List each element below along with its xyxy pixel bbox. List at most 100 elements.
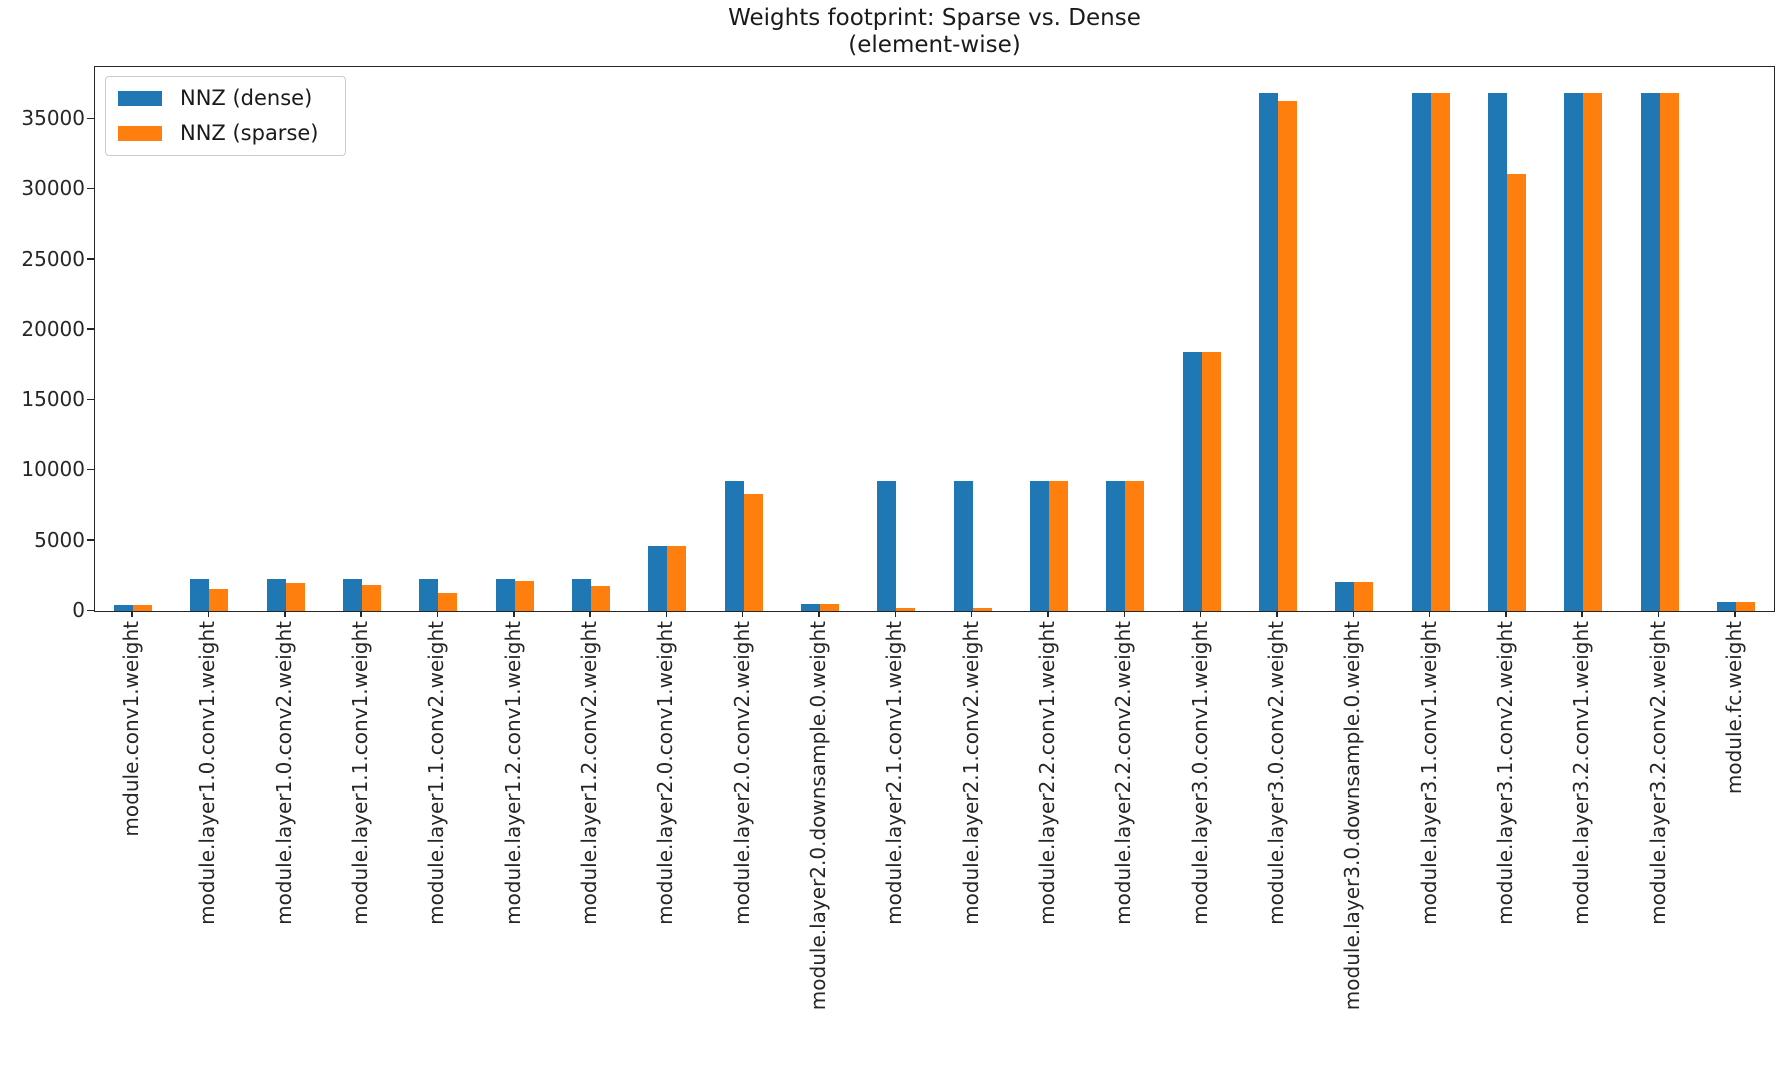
plot-area <box>94 66 1775 612</box>
bar-sparse-11 <box>972 607 992 611</box>
bar-dense-21 <box>1716 602 1736 611</box>
bar-sparse-6 <box>591 585 611 611</box>
chart-title: Weights footprint: Sparse vs. Dense (ele… <box>95 5 1774 59</box>
bar-sparse-4 <box>438 593 458 611</box>
x-tick-mark <box>1199 611 1202 617</box>
bar-dense-19 <box>1564 92 1584 611</box>
chart-title-line2: (element-wise) <box>848 32 1021 58</box>
x-tick-mark <box>436 611 439 617</box>
x-tick-label: module.layer2.2.conv1.weight <box>1034 621 1059 925</box>
x-tick-mark <box>284 611 286 617</box>
bar-dense-13 <box>1106 481 1126 611</box>
x-tick-mark <box>131 611 133 617</box>
bar-dense-11 <box>953 481 973 611</box>
x-tick-label: module.layer3.2.conv1.weight <box>1569 621 1594 925</box>
y-tick-mark <box>87 539 94 541</box>
x-tick-label: module.layer3.2.conv2.weight <box>1645 621 1670 925</box>
y-tick-label: 10000 <box>21 457 85 482</box>
bar-dense-3 <box>343 578 363 611</box>
bar-sparse-13 <box>1125 481 1145 611</box>
y-tick-mark <box>87 117 94 119</box>
bar-sparse-5 <box>514 580 534 611</box>
y-tick-mark <box>87 398 94 401</box>
chart-title-line1: Weights footprint: Sparse vs. Dense <box>728 5 1141 31</box>
legend-swatch-sparse <box>118 126 162 141</box>
x-tick-mark <box>360 611 362 617</box>
x-tick-label: module.fc.weight <box>1721 621 1746 795</box>
x-tick-mark <box>1657 611 1660 617</box>
bar-dense-18 <box>1487 92 1507 611</box>
x-tick-mark <box>665 611 668 617</box>
x-tick-label: module.layer3.0.conv2.weight <box>1263 621 1288 925</box>
y-tick-label: 25000 <box>21 246 85 271</box>
bar-sparse-15 <box>1277 100 1297 611</box>
bar-sparse-2 <box>285 582 305 611</box>
x-tick-label: module.layer1.2.conv2.weight <box>577 621 602 925</box>
bar-dense-2 <box>266 578 286 611</box>
x-tick-mark <box>1428 611 1431 617</box>
x-tick-label: module.layer2.1.conv2.weight <box>958 621 983 925</box>
y-tick-mark <box>87 187 94 190</box>
x-tick-mark <box>207 611 210 617</box>
x-tick-mark <box>894 611 897 617</box>
bar-dense-4 <box>419 578 439 611</box>
x-tick-mark <box>1505 611 1507 617</box>
x-tick-label: module.layer3.0.conv1.weight <box>1187 621 1212 925</box>
x-tick-mark <box>589 611 591 617</box>
x-tick-mark <box>818 611 820 617</box>
bar-sparse-0 <box>133 604 153 611</box>
legend: NNZ (dense) NNZ (sparse) <box>105 76 346 156</box>
legend-label: NNZ (sparse) <box>180 121 319 145</box>
bar-dense-20 <box>1640 92 1660 611</box>
bar-dense-14 <box>1182 351 1202 611</box>
legend-row: NNZ (dense) <box>118 88 333 109</box>
bar-dense-12 <box>1029 481 1049 611</box>
x-tick-mark <box>1123 611 1126 617</box>
y-tick-label: 5000 <box>34 527 85 552</box>
bar-sparse-14 <box>1201 351 1221 611</box>
bar-dense-15 <box>1258 92 1278 611</box>
x-tick-mark <box>1276 611 1278 617</box>
bar-sparse-9 <box>820 603 840 611</box>
bar-sparse-21 <box>1735 602 1755 611</box>
x-tick-mark <box>970 611 973 617</box>
x-tick-label: module.layer3.1.conv2.weight <box>1492 621 1517 925</box>
y-tick-label: 35000 <box>21 106 85 130</box>
x-tick-label: module.layer2.0.downsample.0.weight <box>806 621 831 1011</box>
bar-dense-17 <box>1411 92 1431 611</box>
y-tick-label: 30000 <box>21 176 85 201</box>
x-tick-label: module.layer1.2.conv1.weight <box>500 621 525 925</box>
bar-sparse-16 <box>1354 582 1374 611</box>
y-tick-label: 0 <box>72 598 85 622</box>
bar-dense-10 <box>877 481 897 611</box>
bar-dense-1 <box>190 578 210 611</box>
y-tick-mark <box>87 468 94 471</box>
bar-sparse-19 <box>1583 92 1603 611</box>
bar-sparse-8 <box>743 494 763 611</box>
bar-dense-16 <box>1335 582 1355 611</box>
bar-sparse-10 <box>896 607 916 611</box>
x-tick-label: module.layer2.0.conv1.weight <box>653 621 678 925</box>
bar-dense-8 <box>724 481 744 611</box>
y-tick-mark <box>87 609 94 611</box>
x-tick-label: module.layer1.0.conv1.weight <box>195 621 220 925</box>
bar-sparse-17 <box>1430 92 1450 611</box>
x-tick-label: module.layer1.1.conv1.weight <box>348 621 373 925</box>
legend-label: NNZ (dense) <box>180 86 313 110</box>
x-tick-label: module.conv1.weight <box>119 621 144 837</box>
bar-sparse-18 <box>1506 173 1526 611</box>
y-tick-label: 15000 <box>21 387 85 412</box>
x-tick-mark <box>1581 611 1583 617</box>
bar-dense-5 <box>495 578 515 611</box>
y-tick-mark <box>87 328 94 330</box>
bar-dense-7 <box>648 546 668 611</box>
x-tick-label: module.layer3.0.downsample.0.weight <box>1340 621 1365 1011</box>
y-tick-label: 20000 <box>21 316 85 341</box>
x-tick-label: module.layer2.0.conv2.weight <box>729 621 754 925</box>
bar-sparse-7 <box>667 546 687 611</box>
x-tick-mark <box>1734 611 1736 617</box>
bar-sparse-12 <box>1048 481 1068 611</box>
bar-sparse-20 <box>1659 92 1679 611</box>
x-tick-label: module.layer2.1.conv1.weight <box>882 621 907 925</box>
y-tick-mark <box>87 258 94 260</box>
